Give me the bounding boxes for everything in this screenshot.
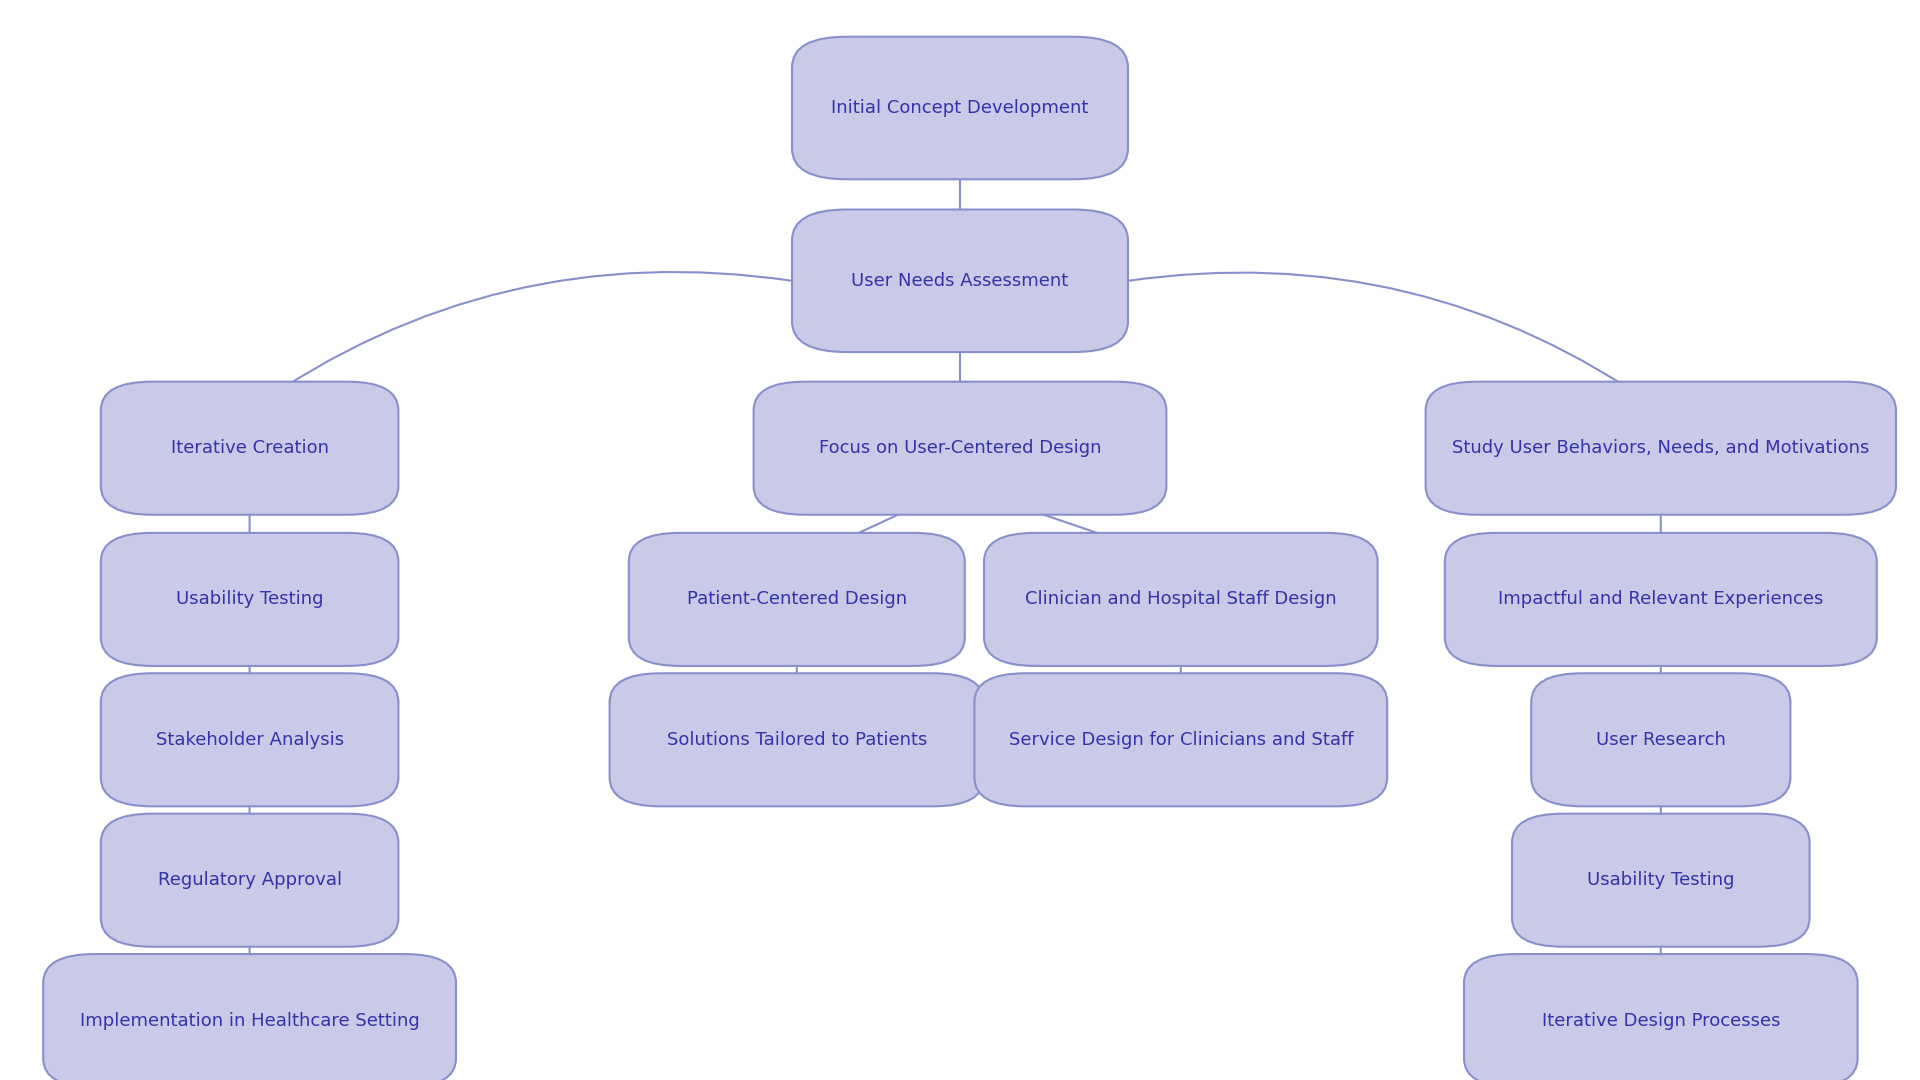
Text: Stakeholder Analysis: Stakeholder Analysis [156, 731, 344, 748]
Text: Usability Testing: Usability Testing [1588, 872, 1734, 889]
FancyBboxPatch shape [630, 532, 964, 666]
Text: Patient-Centered Design: Patient-Centered Design [687, 591, 906, 608]
Text: Iterative Design Processes: Iterative Design Processes [1542, 1012, 1780, 1029]
FancyBboxPatch shape [1463, 954, 1857, 1080]
FancyBboxPatch shape [102, 381, 399, 515]
Text: Focus on User-Centered Design: Focus on User-Centered Design [818, 440, 1102, 457]
FancyBboxPatch shape [1532, 673, 1789, 807]
Text: Implementation in Healthcare Setting: Implementation in Healthcare Setting [81, 1012, 419, 1029]
Text: User Needs Assessment: User Needs Assessment [851, 272, 1069, 289]
Text: Regulatory Approval: Regulatory Approval [157, 872, 342, 889]
FancyBboxPatch shape [102, 673, 399, 807]
FancyBboxPatch shape [791, 210, 1127, 352]
Text: Usability Testing: Usability Testing [177, 591, 323, 608]
FancyBboxPatch shape [44, 954, 457, 1080]
FancyBboxPatch shape [102, 813, 399, 947]
Text: Initial Concept Development: Initial Concept Development [831, 99, 1089, 117]
Text: User Research: User Research [1596, 731, 1726, 748]
FancyBboxPatch shape [791, 37, 1127, 179]
Text: Iterative Creation: Iterative Creation [171, 440, 328, 457]
Text: Solutions Tailored to Patients: Solutions Tailored to Patients [666, 731, 927, 748]
Text: Service Design for Clinicians and Staff: Service Design for Clinicians and Staff [1008, 731, 1354, 748]
FancyBboxPatch shape [1513, 813, 1809, 947]
Text: Study User Behaviors, Needs, and Motivations: Study User Behaviors, Needs, and Motivat… [1452, 440, 1870, 457]
FancyBboxPatch shape [753, 381, 1167, 515]
Text: Clinician and Hospital Staff Design: Clinician and Hospital Staff Design [1025, 591, 1336, 608]
FancyBboxPatch shape [973, 673, 1386, 807]
FancyBboxPatch shape [1444, 532, 1876, 666]
Text: Impactful and Relevant Experiences: Impactful and Relevant Experiences [1498, 591, 1824, 608]
FancyBboxPatch shape [102, 532, 399, 666]
FancyBboxPatch shape [611, 673, 983, 807]
FancyBboxPatch shape [983, 532, 1377, 666]
FancyBboxPatch shape [1425, 381, 1895, 515]
